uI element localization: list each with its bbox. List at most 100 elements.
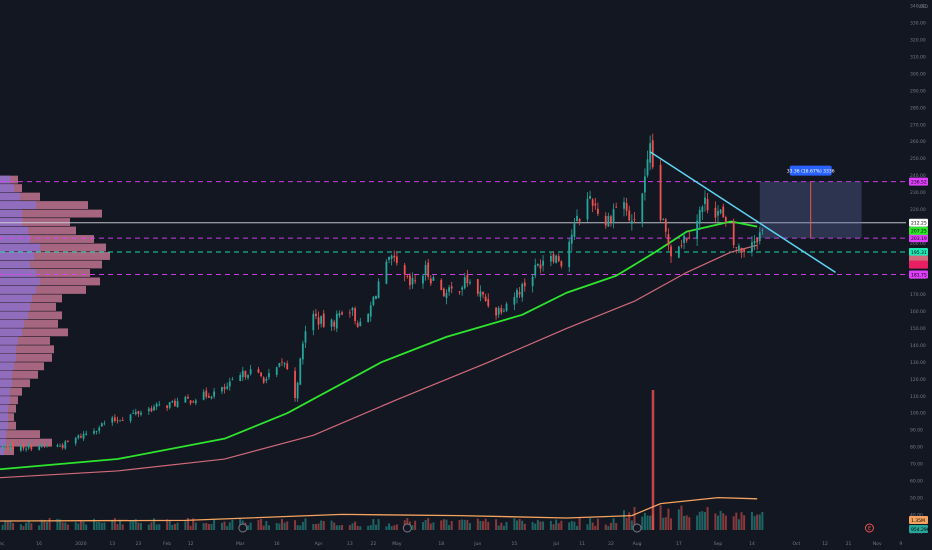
volume-bar [82, 521, 85, 530]
volume-profile-bar-up [0, 218, 22, 226]
price-tick-label: 340.00 [910, 4, 926, 10]
volume-bar [625, 517, 628, 530]
volume-bar [265, 520, 268, 530]
volume-profile-bar-total [0, 260, 102, 269]
volume-profile-bar-up [0, 285, 36, 294]
volume-bar [623, 510, 626, 530]
volume-bar [685, 515, 688, 530]
volume-profile-bar-up [0, 345, 16, 354]
candle-body [100, 423, 103, 427]
volume-bar [737, 519, 740, 530]
candle-body [103, 423, 106, 425]
volume-tag: 954.29K [911, 527, 931, 533]
candle-body [664, 219, 667, 232]
volume-bar [539, 521, 542, 530]
volume-bar [223, 521, 226, 530]
volume-bar [333, 522, 336, 530]
volume-bar [341, 524, 344, 530]
volume-bar [591, 522, 594, 530]
candle-body [495, 307, 497, 316]
volume-bar [643, 512, 646, 530]
volume-profile-bar-up [0, 277, 40, 286]
candle-body [484, 296, 487, 301]
candle-body [77, 435, 80, 439]
candle-body [737, 245, 740, 251]
candle-body [260, 372, 262, 377]
candle-body [445, 293, 448, 299]
volume-profile-bar-up [0, 353, 16, 362]
volume-profile-bar-total [0, 311, 62, 320]
candle-body [393, 255, 396, 258]
volume-bar [505, 521, 508, 530]
candle-body [275, 367, 278, 375]
candle-body [19, 445, 22, 451]
volume-bar [103, 522, 106, 530]
volume-profile-bar-total [0, 447, 14, 456]
candle-body [132, 412, 135, 414]
candle-body [557, 256, 560, 262]
event-marker-icon[interactable] [402, 523, 412, 533]
candle-body [301, 343, 304, 360]
candle-body [137, 411, 140, 414]
volume-bar [30, 523, 33, 530]
candle-body [732, 220, 735, 246]
projection-box[interactable]: 33.36 (16.67%) 3336 [759, 165, 862, 239]
volume-bar [335, 525, 338, 530]
candle-body [521, 284, 524, 298]
volume-bar [202, 523, 205, 530]
candle-body [66, 440, 69, 442]
series-price-tag-bg [909, 260, 928, 269]
candle-body [150, 408, 153, 412]
time-tick-label: 17 [676, 541, 682, 547]
volume-bar [589, 518, 592, 530]
trendline[interactable] [649, 151, 836, 274]
candle-body [685, 238, 688, 241]
volume-profile-bar-up [0, 413, 8, 422]
event-marker-icon[interactable] [864, 523, 874, 533]
candle-body [578, 218, 581, 222]
volume-bar [479, 520, 482, 530]
volume-bar [740, 512, 743, 530]
volume-bar [137, 522, 140, 530]
candle-body [536, 263, 539, 266]
volume-profile-bar-total [0, 336, 50, 345]
price-tick-label: 330.00 [910, 20, 926, 26]
volume-bar [12, 523, 15, 530]
price-tick-label: 150.00 [910, 326, 926, 332]
candle-body [119, 420, 122, 422]
volume-bar [594, 525, 597, 530]
candle-body [442, 288, 445, 297]
price-tick-label: 200.00 [910, 241, 926, 247]
time-tick-label: 13 [347, 541, 353, 547]
volume-bar [578, 518, 581, 530]
candle-body [633, 219, 636, 221]
level-price-tag-bg [909, 234, 928, 243]
candle-body [38, 446, 41, 450]
volume-bar [66, 524, 69, 530]
volume-bar [213, 519, 216, 530]
candle-body [722, 206, 725, 218]
candle-body [187, 396, 189, 399]
event-marker-icon[interactable] [238, 523, 248, 533]
candle-body [241, 370, 244, 378]
volume-bar [555, 519, 558, 530]
descending-trendline[interactable] [649, 151, 836, 274]
candle-body [335, 313, 338, 329]
volume-bar [43, 520, 46, 530]
event-marker-icon[interactable] [632, 523, 642, 533]
candle-body [659, 164, 662, 221]
candle-body [704, 197, 706, 205]
volume-bar [150, 522, 153, 530]
candle-body [257, 369, 260, 373]
volume-ma-tag-bg [909, 516, 928, 524]
candle-body [322, 313, 325, 327]
candle-body [735, 247, 738, 248]
candle-body [644, 176, 646, 193]
volume-bar [111, 520, 114, 530]
time-tick-label: 23 [136, 541, 142, 547]
time-tick-label: Aug [633, 541, 642, 547]
volume-bar [59, 519, 62, 530]
time-axis[interactable]: Dec 16 2020 13 23 Feb 12 Mar 16 Apr 13 22 May 18 Jun 15… [0, 541, 902, 547]
candle-body [74, 437, 77, 444]
